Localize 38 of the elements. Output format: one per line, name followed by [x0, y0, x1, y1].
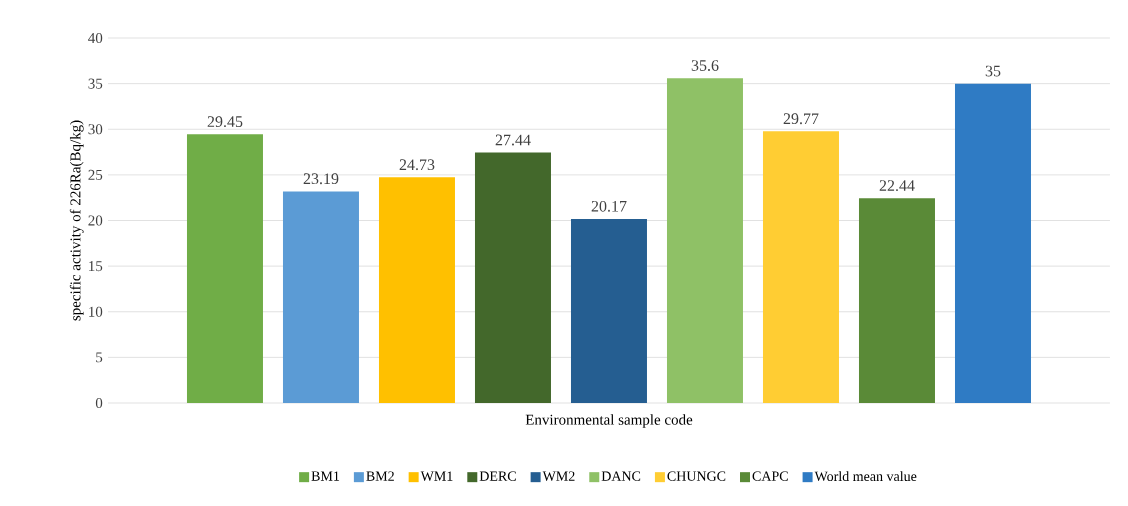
bar	[474, 152, 551, 403]
y-tick-label: 20	[88, 215, 103, 226]
y-tick-label: 0	[95, 397, 103, 409]
data-label: 29.45	[207, 116, 243, 128]
bar	[858, 198, 935, 403]
data-label: 27.44	[495, 134, 531, 146]
data-label: 35.6	[691, 60, 719, 71]
y-tick-label: 30	[88, 124, 103, 135]
y-tick-label: 40	[88, 32, 103, 44]
data-label: 35	[985, 65, 1001, 77]
y-tick-label: 35	[88, 78, 103, 89]
legend-label: DANC	[601, 471, 641, 481]
data-label: 24.73	[399, 159, 435, 171]
y-tick-label: 10	[89, 306, 103, 317]
bar	[570, 218, 647, 403]
legend-label: CHUNGC	[667, 471, 726, 481]
data-label: 20.17	[591, 200, 627, 212]
bar	[954, 83, 1031, 403]
y-axis-title: specific activity of 226Ra(Bq/kg)	[69, 120, 84, 321]
y-tick-label: 15	[89, 261, 103, 272]
bar	[186, 134, 263, 403]
legend-label: WM2	[542, 471, 575, 481]
data-label: 23.19	[303, 173, 339, 185]
bar	[762, 131, 839, 403]
legend-label: DERC	[479, 471, 516, 481]
y-tick-label: 25	[88, 169, 103, 180]
bar	[666, 78, 743, 403]
data-label: 29.77	[783, 113, 819, 125]
legend-label: BM1	[311, 471, 340, 481]
legend-label: WM1	[420, 471, 453, 481]
data-label: 22.44	[879, 180, 915, 192]
legend-label: World mean value	[814, 471, 917, 482]
legend-label: CAPC	[752, 471, 788, 481]
bar	[378, 177, 455, 403]
bar	[282, 191, 359, 403]
legend-label: BM2	[366, 471, 394, 481]
y-tick-label: 5	[96, 352, 103, 363]
x-axis-title: Environmental sample code	[525, 414, 693, 428]
